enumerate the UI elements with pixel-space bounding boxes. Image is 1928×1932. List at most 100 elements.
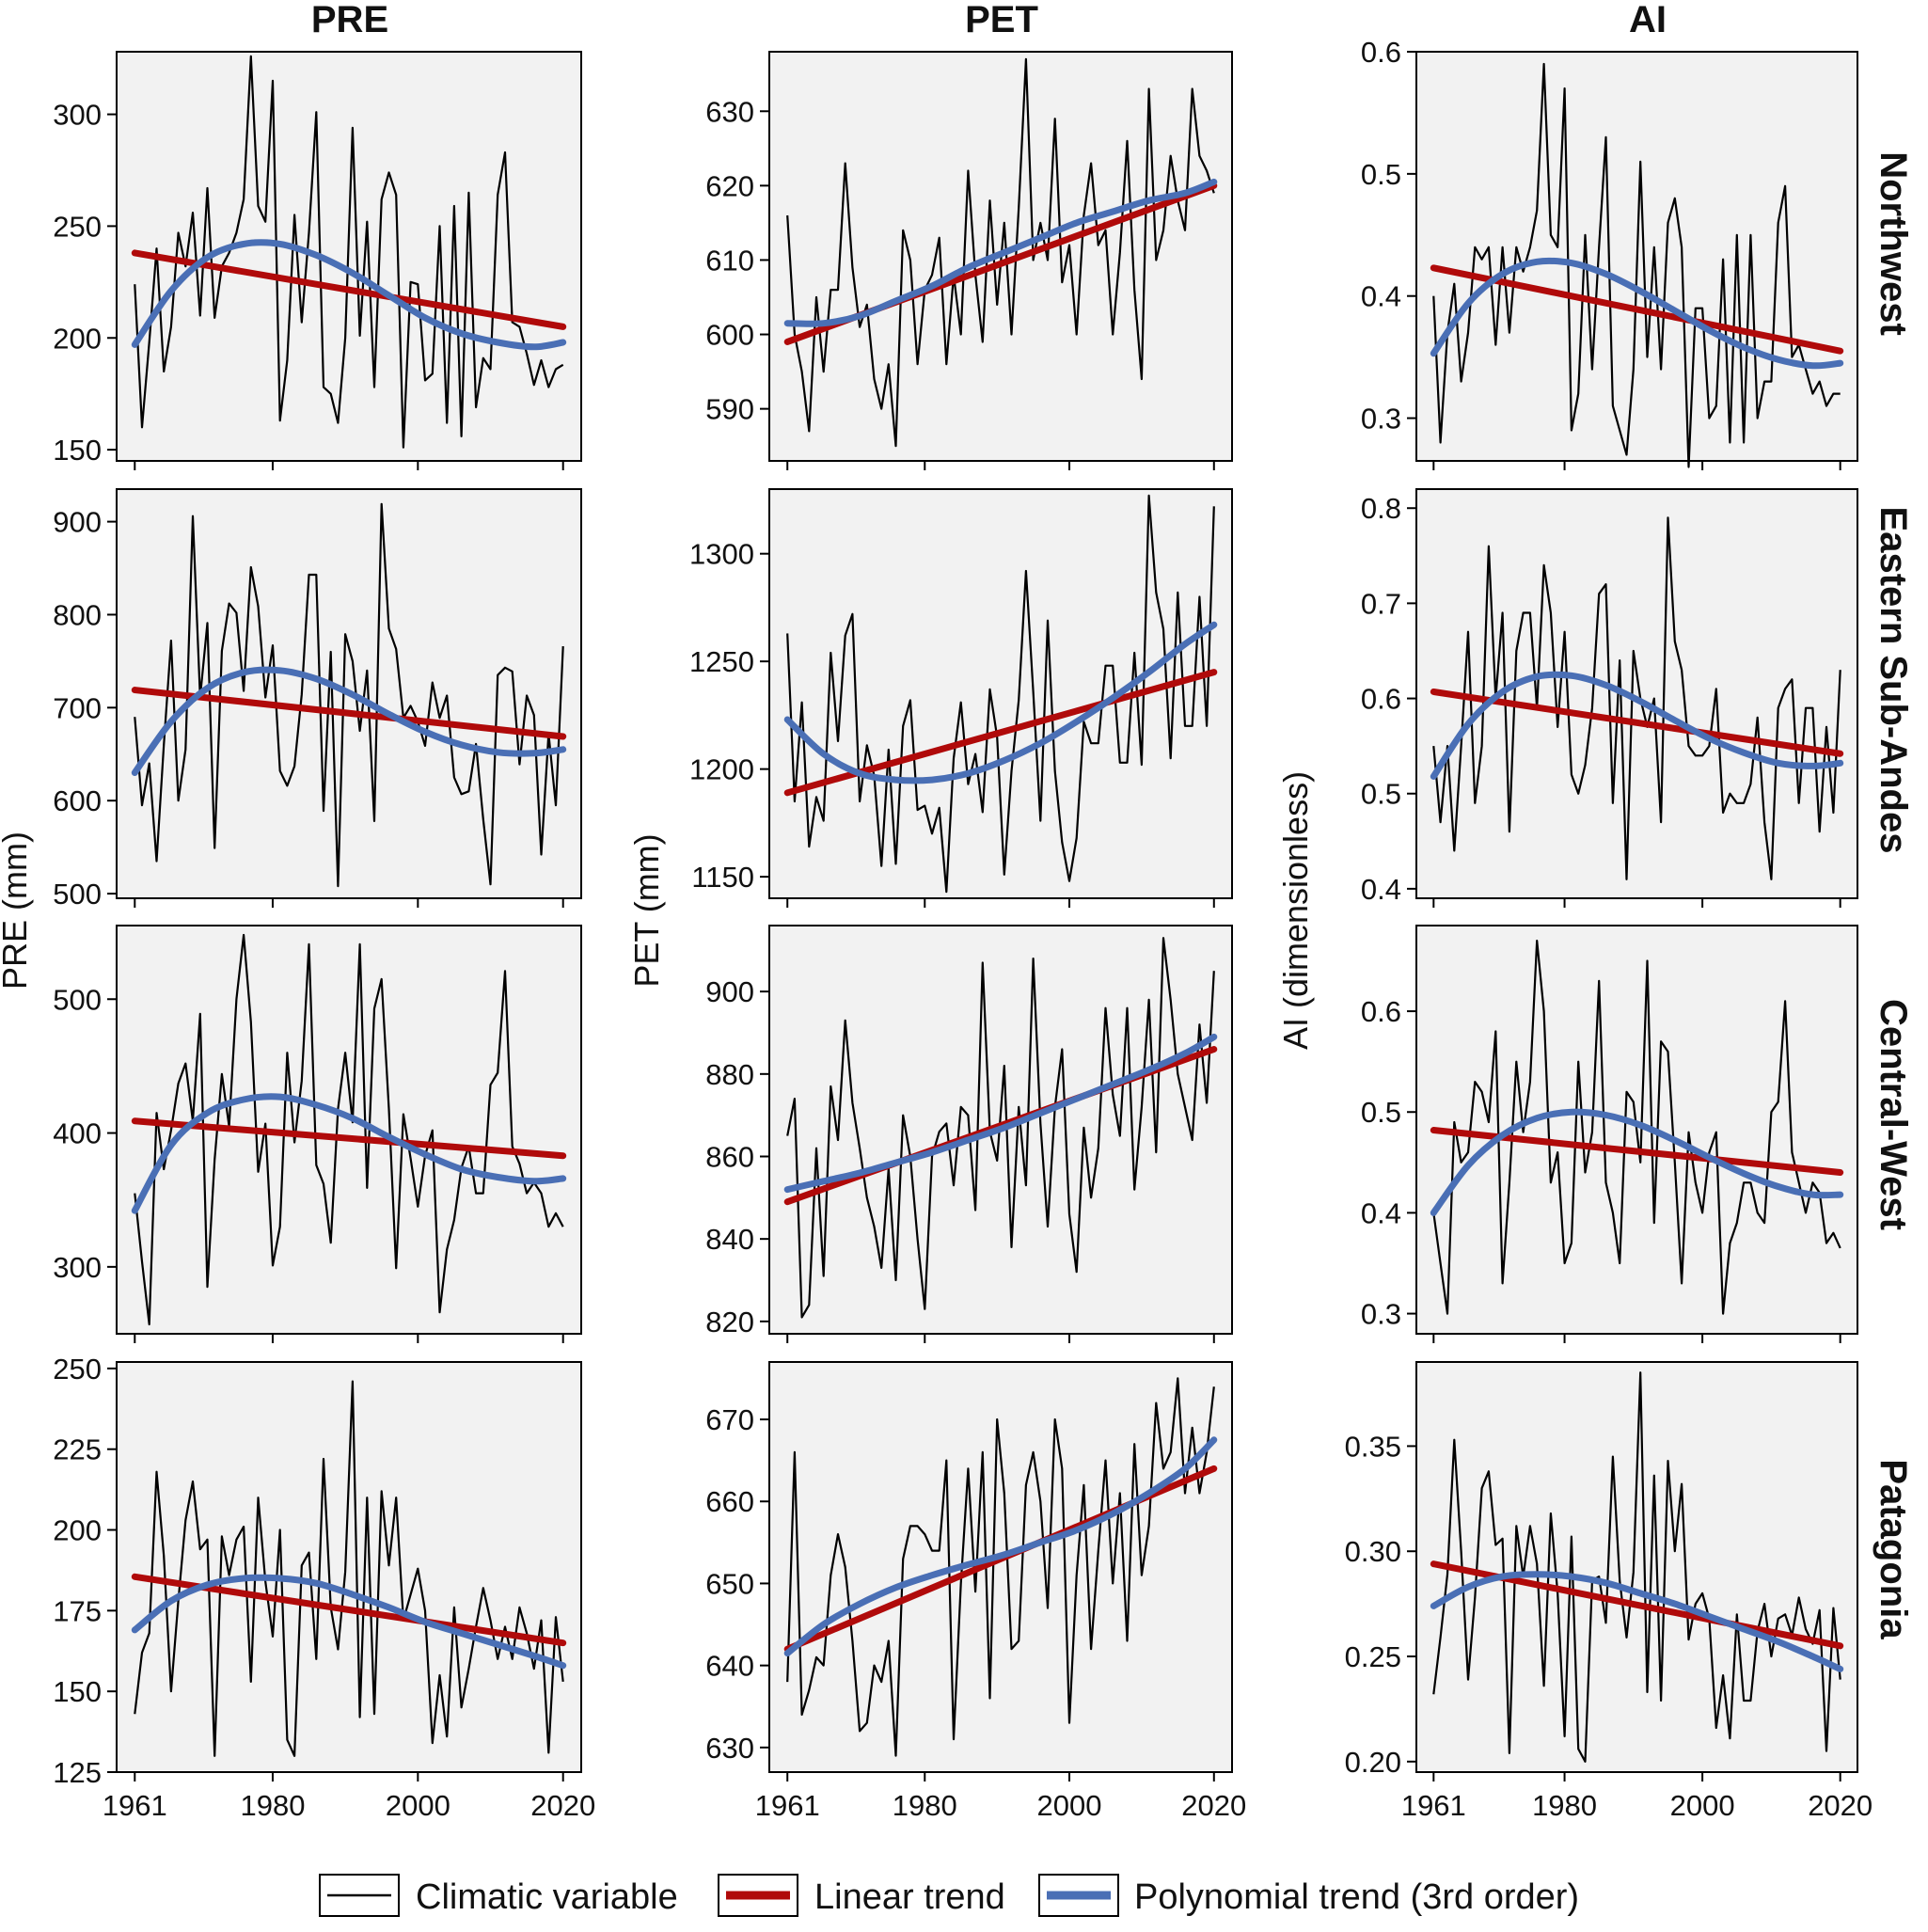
panel-pet-northwest: 590 600 610 620 630 [705, 51, 1233, 470]
x-tick-label: 2000 [1670, 1789, 1735, 1822]
y-tick-label: 800 [53, 598, 102, 631]
panel-border [116, 925, 582, 1335]
legend-label-climatic: Climatic variable [416, 1877, 678, 1917]
series-linear-trend [1430, 264, 1844, 355]
panel-pre-eastern-sub-andes: 500 600 700 800 900 [53, 488, 582, 911]
series-linear-trend [1430, 688, 1844, 757]
x-tick-label: 1961 [103, 1789, 167, 1822]
x-tick-label: 2020 [530, 1789, 595, 1822]
y-tick-label: 0.6 [1361, 995, 1401, 1028]
series-climatic-variable [1432, 1371, 1841, 1763]
series-polynomial-trend [783, 1033, 1218, 1194]
panels: 150 200 250 300 590 600 610 620 630 0.3 0.4 0.5 0.6 5… [53, 36, 1873, 1822]
row-label-patagonia: Patagonia [1873, 1459, 1914, 1639]
y-tick-label: 150 [53, 434, 102, 467]
y-tick-label: 125 [53, 1756, 102, 1789]
y-tick-label: 250 [53, 1353, 102, 1386]
y-tick-label: 0.5 [1361, 778, 1401, 811]
y-tick-label: 0.35 [1345, 1430, 1401, 1463]
panel-background [1416, 1362, 1857, 1772]
panel-pet-eastern-sub-andes: 1150 1200 1250 1300 [689, 488, 1233, 908]
y-tick-label: 300 [53, 1251, 102, 1284]
legend-label-linear: Linear trend [814, 1877, 1005, 1917]
panel-pre-central-west: 300 400 500 [53, 925, 582, 1343]
y-tick-label: 1200 [689, 753, 754, 786]
y-tick-label: 0.4 [1361, 1196, 1401, 1229]
y-tick-label: 1150 [691, 861, 754, 894]
panel-border [1415, 488, 1858, 899]
y-tick-label: 0.8 [1361, 492, 1401, 525]
y-axis-labels: PRE (mm) PET (mm) AI (dimensionless) [0, 771, 1315, 1050]
panel-border [1415, 925, 1858, 1335]
series-polynomial-trend [1430, 1108, 1844, 1216]
series-linear-trend [131, 1117, 567, 1160]
y-tick-label: 0.6 [1361, 683, 1401, 716]
y-tick-label: 400 [53, 1117, 102, 1150]
panel-border [116, 1361, 582, 1773]
y-tick-label: 0.4 [1361, 280, 1401, 313]
x-tick-label: 1980 [1532, 1789, 1597, 1822]
panel-pre-northwest: 150 200 250 300 [53, 51, 582, 470]
row-label-eastern-sub-andes: Eastern Sub-Andes [1873, 507, 1914, 854]
y-tick-label: 660 [705, 1485, 754, 1518]
series-climatic-variable [786, 937, 1215, 1319]
series-polynomial-trend [783, 178, 1218, 327]
y-tick-label: 0.6 [1361, 36, 1401, 69]
y-tick-label: 0.5 [1361, 1096, 1401, 1129]
x-tick-label: 2000 [1037, 1789, 1102, 1822]
series-polynomial-trend [131, 239, 567, 351]
x-tick-label: 2020 [1181, 1789, 1246, 1822]
x-tick-label: 2000 [386, 1789, 450, 1822]
y-tick-label: 500 [53, 878, 102, 911]
series-polynomial-trend [131, 666, 567, 776]
panel-ai-northwest: 0.3 0.4 0.5 0.6 [1361, 36, 1858, 470]
series-polynomial-trend [783, 621, 1218, 784]
y-tick-label: 820 [705, 1306, 754, 1338]
y-tick-label: 600 [705, 319, 754, 352]
row-labels: Northwest Eastern Sub-Andes Central-West… [1873, 151, 1914, 1639]
panel-border [1415, 1361, 1858, 1773]
y-tick-label: 200 [53, 1514, 102, 1547]
y-tick-label: 880 [705, 1058, 754, 1091]
series-climatic-variable [134, 933, 564, 1326]
y-axis-label-pre: PRE (mm) [0, 831, 34, 990]
y-tick-label: 610 [705, 244, 754, 277]
series-polynomial-trend [131, 1093, 567, 1214]
panel-border [768, 925, 1233, 1335]
y-tick-label: 700 [53, 691, 102, 724]
series-climatic-variable [134, 1380, 564, 1757]
panel-ai-central-west: 0.3 0.4 0.5 0.6 [1361, 925, 1858, 1343]
series-climatic-variable [134, 502, 564, 888]
x-tick-label: 1961 [1401, 1789, 1466, 1822]
y-tick-label: 620 [705, 169, 754, 202]
y-axis-label-pet: PET (mm) [627, 833, 666, 987]
y-tick-label: 840 [705, 1223, 754, 1256]
y-tick-label: 500 [53, 983, 102, 1016]
y-tick-label: 630 [705, 1732, 754, 1765]
panel-border [768, 488, 1233, 899]
y-tick-label: 0.5 [1361, 158, 1401, 191]
series-polynomial-trend [1430, 257, 1844, 370]
y-axis-label-ai: AI (dimensionless) [1276, 771, 1315, 1050]
y-tick-label: 900 [53, 506, 102, 539]
y-tick-label: 250 [53, 210, 102, 243]
panel-pre-patagonia: 125 150 175 200 225 250 1961 1980 2000 2020 [53, 1353, 595, 1822]
panel-border [116, 51, 582, 462]
x-tick-label: 1980 [240, 1789, 305, 1822]
panel-border [116, 488, 582, 899]
y-tick-label: 150 [53, 1675, 102, 1708]
series-linear-trend [131, 249, 567, 330]
y-tick-label: 630 [705, 95, 754, 128]
series-climatic-variable [1432, 516, 1841, 880]
series-polynomial-trend [131, 1574, 567, 1670]
x-tick-label: 1980 [893, 1789, 957, 1822]
col-title-pet: PET [965, 0, 1038, 40]
col-title-pre: PRE [311, 0, 388, 40]
y-tick-label: 0.20 [1345, 1746, 1401, 1779]
y-tick-label: 600 [53, 784, 102, 817]
panel-background [769, 489, 1232, 898]
panel-border [768, 51, 1233, 462]
y-tick-label: 175 [53, 1594, 102, 1627]
series-polynomial-trend [1430, 671, 1844, 780]
